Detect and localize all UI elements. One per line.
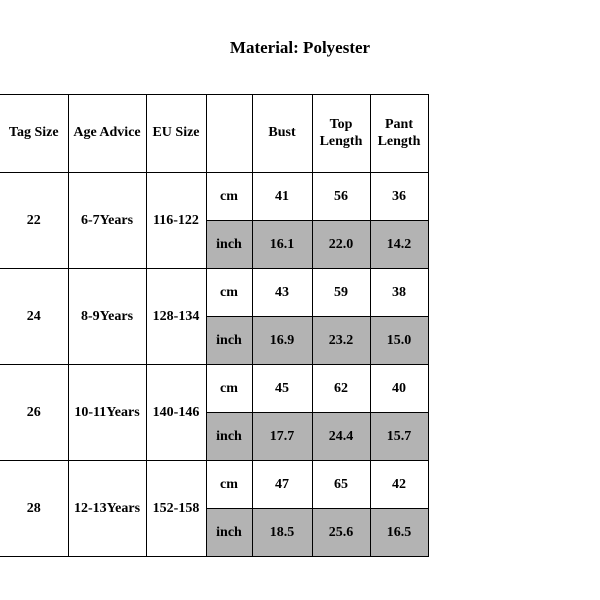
size-chart-page: Material: Polyester Tag Size Age Advice … (0, 0, 600, 600)
col-tag-size: Tag Size (0, 95, 68, 173)
col-eu-size: EU Size (146, 95, 206, 173)
cell-top-inch: 24.4 (312, 413, 370, 461)
cell-bust-cm: 47 (252, 461, 312, 509)
cell-age: 8-9Years (68, 269, 146, 365)
cell-unit-inch: inch (206, 509, 252, 557)
cell-unit-cm: cm (206, 461, 252, 509)
cell-eu: 152-158 (146, 461, 206, 557)
table-row: 24 8-9Years 128-134 cm 43 59 38 (0, 269, 428, 317)
cell-bust-inch: 16.1 (252, 221, 312, 269)
cell-tag: 28 (0, 461, 68, 557)
cell-tag: 24 (0, 269, 68, 365)
cell-unit-cm: cm (206, 365, 252, 413)
cell-pant-cm: 38 (370, 269, 428, 317)
cell-top-inch: 25.6 (312, 509, 370, 557)
col-top-length: Top Length (312, 95, 370, 173)
cell-bust-cm: 45 (252, 365, 312, 413)
cell-pant-inch: 14.2 (370, 221, 428, 269)
cell-pant-cm: 40 (370, 365, 428, 413)
cell-unit-inch: inch (206, 413, 252, 461)
cell-pant-inch: 15.0 (370, 317, 428, 365)
cell-top-cm: 65 (312, 461, 370, 509)
cell-eu: 128-134 (146, 269, 206, 365)
cell-pant-inch: 15.7 (370, 413, 428, 461)
header-row: Tag Size Age Advice EU Size Bust Top Len… (0, 95, 428, 173)
cell-bust-inch: 17.7 (252, 413, 312, 461)
table-row: 28 12-13Years 152-158 cm 47 65 42 (0, 461, 428, 509)
cell-tag: 22 (0, 173, 68, 269)
cell-top-inch: 22.0 (312, 221, 370, 269)
cell-age: 10-11Years (68, 365, 146, 461)
cell-pant-cm: 36 (370, 173, 428, 221)
cell-eu: 140-146 (146, 365, 206, 461)
col-age-advice: Age Advice (68, 95, 146, 173)
cell-age: 6-7Years (68, 173, 146, 269)
cell-unit-inch: inch (206, 317, 252, 365)
table-row: 26 10-11Years 140-146 cm 45 62 40 (0, 365, 428, 413)
col-bust: Bust (252, 95, 312, 173)
size-table: Tag Size Age Advice EU Size Bust Top Len… (0, 94, 429, 557)
cell-bust-inch: 16.9 (252, 317, 312, 365)
page-title: Material: Polyester (0, 38, 600, 58)
cell-pant-cm: 42 (370, 461, 428, 509)
cell-top-cm: 56 (312, 173, 370, 221)
cell-age: 12-13Years (68, 461, 146, 557)
cell-top-inch: 23.2 (312, 317, 370, 365)
cell-bust-cm: 43 (252, 269, 312, 317)
col-unit (206, 95, 252, 173)
cell-tag: 26 (0, 365, 68, 461)
cell-bust-cm: 41 (252, 173, 312, 221)
cell-unit-cm: cm (206, 173, 252, 221)
cell-bust-inch: 18.5 (252, 509, 312, 557)
table-row: 22 6-7Years 116-122 cm 41 56 36 (0, 173, 428, 221)
cell-unit-cm: cm (206, 269, 252, 317)
col-pant-length: Pant Length (370, 95, 428, 173)
cell-unit-inch: inch (206, 221, 252, 269)
cell-eu: 116-122 (146, 173, 206, 269)
cell-pant-inch: 16.5 (370, 509, 428, 557)
cell-top-cm: 62 (312, 365, 370, 413)
cell-top-cm: 59 (312, 269, 370, 317)
